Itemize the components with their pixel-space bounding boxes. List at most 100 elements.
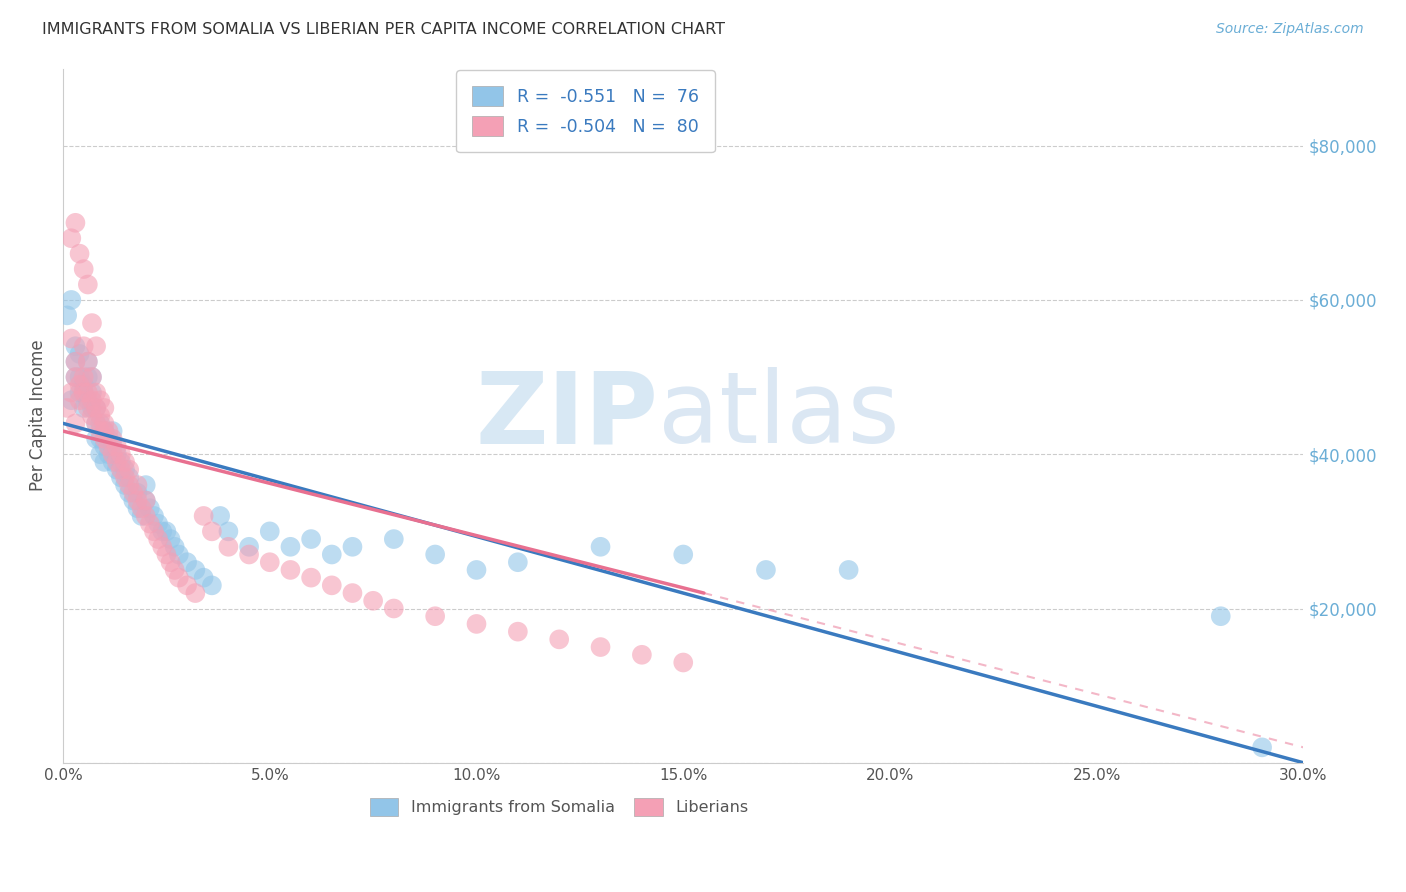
Point [93, 424, 115, 438]
Point [506, 624, 529, 639]
Point [105, 440, 128, 454]
Point [73, 339, 96, 353]
Point [425, 548, 447, 562]
Point [184, 586, 207, 600]
Text: atlas: atlas [658, 368, 900, 464]
Point [114, 478, 136, 492]
Point [127, 493, 149, 508]
Point [176, 578, 198, 592]
Point [101, 447, 124, 461]
Point [201, 524, 224, 539]
Point [425, 609, 447, 624]
Point [56, 309, 79, 323]
Point [131, 501, 153, 516]
Text: ZIP: ZIP [475, 368, 658, 464]
Point [84, 432, 107, 446]
Point [146, 532, 169, 546]
Point [105, 455, 128, 469]
Point [60, 293, 83, 307]
Point [101, 432, 124, 446]
Point [135, 508, 157, 523]
Point [114, 455, 136, 469]
Point [361, 594, 384, 608]
Point [105, 447, 128, 461]
Point [280, 540, 302, 554]
Point [73, 385, 96, 400]
Point [143, 524, 166, 539]
Point [65, 370, 87, 384]
Point [217, 524, 239, 539]
Point [167, 571, 190, 585]
Point [321, 548, 343, 562]
Point [60, 393, 83, 408]
Point [60, 331, 83, 345]
Point [238, 548, 260, 562]
Point [465, 616, 488, 631]
Point [65, 354, 87, 368]
Point [110, 447, 132, 461]
Point [155, 524, 177, 539]
Point [135, 493, 157, 508]
Point [84, 401, 107, 415]
Point [118, 478, 141, 492]
Point [176, 555, 198, 569]
Point [93, 440, 115, 454]
Point [280, 563, 302, 577]
Point [93, 424, 115, 438]
Point [56, 401, 79, 415]
Point [631, 648, 654, 662]
Point [69, 385, 91, 400]
Point [672, 656, 695, 670]
Point [93, 417, 115, 431]
Point [143, 508, 166, 523]
Point [1209, 609, 1232, 624]
Point [110, 470, 132, 484]
Point [321, 578, 343, 592]
Point [299, 571, 322, 585]
Point [73, 401, 96, 415]
Point [76, 354, 98, 368]
Point [84, 339, 107, 353]
Point [382, 532, 405, 546]
Point [65, 417, 87, 431]
Point [97, 440, 120, 454]
Point [122, 493, 145, 508]
Point [163, 540, 186, 554]
Point [672, 548, 695, 562]
Point [89, 432, 111, 446]
Point [589, 640, 612, 654]
Point [184, 563, 207, 577]
Legend: Immigrants from Somalia, Liberians: Immigrants from Somalia, Liberians [361, 789, 756, 824]
Point [131, 508, 153, 523]
Point [76, 385, 98, 400]
Point [65, 339, 87, 353]
Point [93, 432, 115, 446]
Point [80, 370, 103, 384]
Point [150, 540, 173, 554]
Point [382, 601, 405, 615]
Point [838, 563, 860, 577]
Point [73, 262, 96, 277]
Point [69, 377, 91, 392]
Point [299, 532, 322, 546]
Point [80, 401, 103, 415]
Point [73, 370, 96, 384]
Point [80, 385, 103, 400]
Point [118, 485, 141, 500]
Point [114, 463, 136, 477]
Point [89, 409, 111, 423]
Point [259, 524, 281, 539]
Point [127, 485, 149, 500]
Point [65, 216, 87, 230]
Point [342, 540, 364, 554]
Point [73, 377, 96, 392]
Point [89, 424, 111, 438]
Point [73, 385, 96, 400]
Y-axis label: Per Capita Income: Per Capita Income [30, 340, 46, 491]
Point [193, 508, 215, 523]
Point [76, 393, 98, 408]
Point [122, 485, 145, 500]
Point [80, 316, 103, 330]
Point [65, 354, 87, 368]
Point [69, 370, 91, 384]
